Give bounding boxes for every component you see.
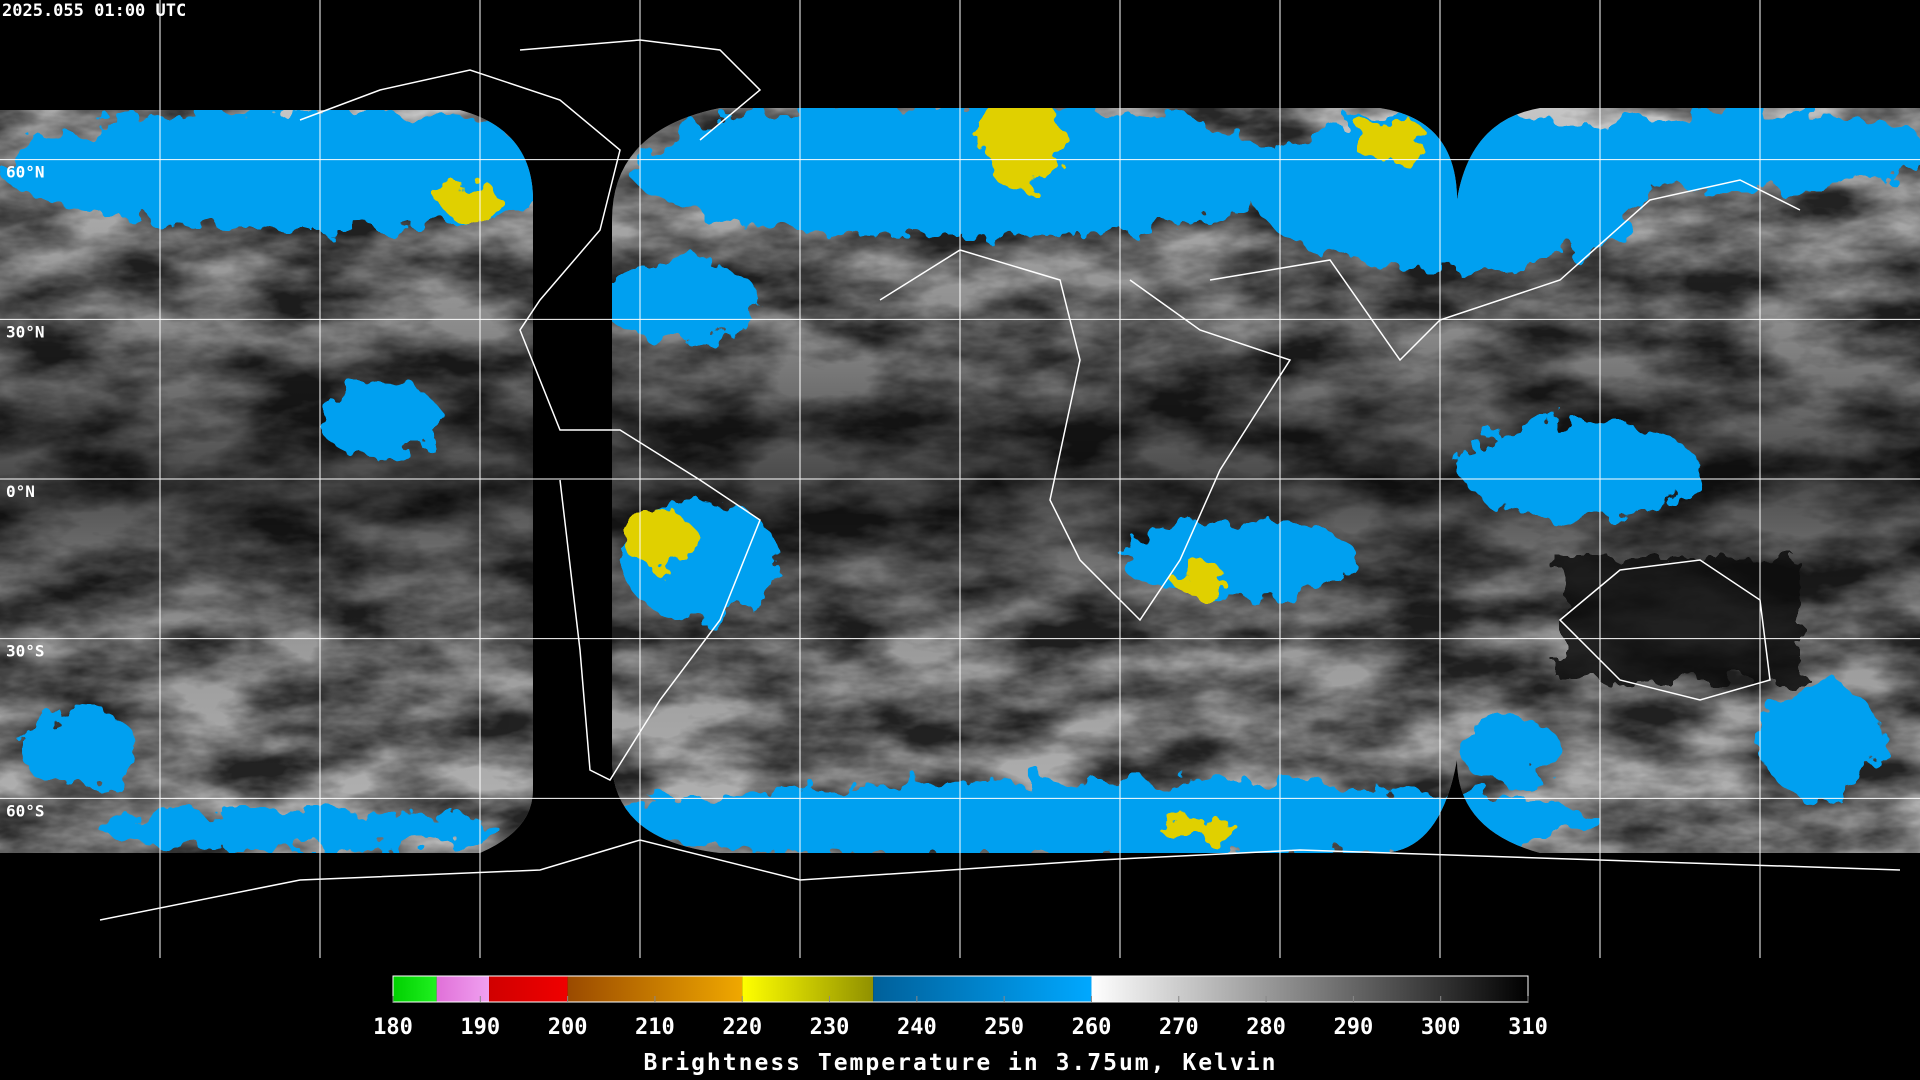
colorbar-tick-label: 270 [1159,1015,1199,1040]
colorbar-tick-label: 250 [984,1015,1024,1040]
colorbar-tick-label: 230 [810,1015,850,1040]
colorbar-tick-label: 240 [897,1015,937,1040]
colorbar-tick-label: 290 [1334,1015,1374,1040]
lat-label: 60°N [6,163,45,182]
graticule [0,0,1920,958]
colorbar-tick-label: 220 [722,1015,762,1040]
lat-label: 30°N [6,322,45,341]
timestamp: 2025.055 01:00 UTC [2,1,186,21]
colorbar-frame [392,975,1529,1003]
colorbar-tick-label: 310 [1508,1015,1548,1040]
colorbar-tick-label: 300 [1421,1015,1461,1040]
colorbar-tick-label: 190 [460,1015,500,1040]
lat-label: 30°S [6,642,45,661]
colorbar-tick-label: 180 [373,1015,413,1040]
colorbar-segment [436,976,490,1002]
colorbar-segment [873,976,1092,1002]
colorbar-tick-label: 200 [548,1015,588,1040]
colorbar-segment [742,976,874,1002]
colorbar-segment [489,976,568,1002]
lat-label: 0°N [6,482,35,501]
colorbar-tick-label: 280 [1246,1015,1286,1040]
colorbar-tick-label: 210 [635,1015,675,1040]
lat-label: 60°S [6,801,45,820]
colorbar-tick-label: 260 [1072,1015,1112,1040]
colorbar-segment [1091,976,1528,1002]
colorbar-segment [393,976,437,1002]
colorbar-title: Brightness Temperature in 3.75um, Kelvin [644,1050,1278,1076]
